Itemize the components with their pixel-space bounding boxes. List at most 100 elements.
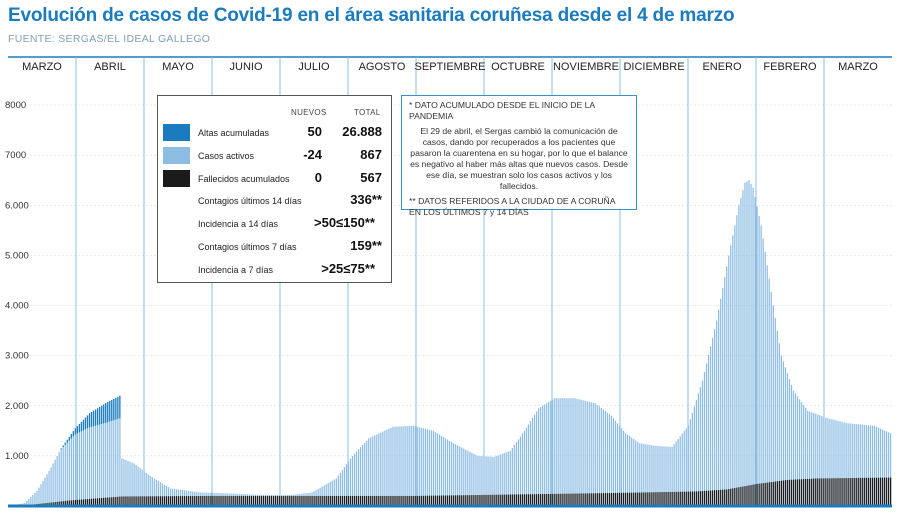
bar-activos <box>430 430 433 506</box>
bar-activos <box>137 466 139 506</box>
bar-fallecidos <box>736 487 738 506</box>
bar-fallecidos <box>264 495 267 506</box>
bar-activos <box>501 453 503 506</box>
bar-fallecidos <box>426 495 428 506</box>
bar-activos <box>109 401 111 506</box>
bar-fallecidos <box>473 495 475 506</box>
bar-activos <box>82 419 85 506</box>
bar-fallecidos <box>244 495 246 506</box>
bar-fallecidos <box>637 492 639 506</box>
bar-fallecidos <box>66 500 68 506</box>
bar-fallecidos <box>349 495 352 506</box>
bar-fallecidos <box>137 496 139 506</box>
bar-fallecidos <box>252 495 255 506</box>
bar-activos <box>821 416 823 506</box>
bar-activos <box>669 446 671 506</box>
bar-fallecidos <box>772 481 774 506</box>
bar-activos <box>325 484 327 506</box>
bar-fallecidos <box>105 497 107 506</box>
bar-activos <box>125 460 127 506</box>
bar-fallecidos <box>378 495 380 506</box>
bar-activos <box>408 426 410 506</box>
y-tick-label: 6.000 <box>5 200 29 211</box>
bar-activos <box>159 482 161 506</box>
bar-activos <box>815 413 817 506</box>
bar-fallecidos <box>52 502 54 506</box>
bar-fallecidos <box>384 495 386 506</box>
bar-fallecidos <box>183 496 186 506</box>
bar-activos <box>97 408 99 506</box>
y-tick-label: 1.000 <box>5 451 29 462</box>
bar-activos <box>359 447 362 506</box>
bar-activos <box>398 426 400 506</box>
bar-fallecidos <box>171 496 174 506</box>
bar-activos <box>594 403 596 506</box>
bar-fallecidos <box>732 488 734 506</box>
bar-fallecidos <box>410 495 412 506</box>
month-label: AGOSTO <box>359 61 406 73</box>
bar-fallecidos <box>509 494 511 506</box>
y-tick-label: 7000 <box>5 150 26 161</box>
bar-fallecidos <box>396 495 398 506</box>
bar-fallecidos <box>125 496 127 506</box>
bar-fallecidos <box>819 478 821 506</box>
bar-activos <box>823 416 825 506</box>
bar-activos <box>497 455 499 506</box>
bar-fallecidos <box>362 495 364 506</box>
note-city: ** DATOS REFERIDOS A LA CIUDAD DE A CORU… <box>409 196 615 217</box>
bar-fallecidos <box>550 493 552 506</box>
bar-fallecidos <box>86 499 89 506</box>
bar-activos <box>584 400 586 506</box>
bar-fallecidos <box>175 496 178 506</box>
bar-activos <box>699 387 702 506</box>
bar-activos <box>422 428 424 506</box>
bar-activos <box>659 446 661 506</box>
bar-activos <box>394 426 396 506</box>
bar-activos <box>811 412 813 506</box>
bar-fallecidos <box>487 494 489 506</box>
bar-activos <box>679 436 681 506</box>
bar-fallecidos <box>289 495 291 506</box>
bar-fallecidos <box>592 493 594 506</box>
bar-fallecidos <box>442 495 445 506</box>
bar-fallecidos <box>750 485 752 506</box>
bar-fallecidos <box>70 500 72 506</box>
bar-activos <box>384 430 386 506</box>
bar-activos <box>645 444 647 506</box>
bar-fallecidos <box>355 495 358 506</box>
bar-fallecidos <box>351 495 354 506</box>
bar-fallecidos <box>618 492 621 506</box>
bar-fallecidos <box>620 492 623 506</box>
bar-fallecidos <box>499 494 501 506</box>
bar-fallecidos <box>147 496 149 506</box>
bar-fallecidos <box>279 495 281 506</box>
bar-activos <box>819 415 821 506</box>
month-label: MAYO <box>162 61 194 73</box>
bar-activos <box>529 421 532 506</box>
bar-activos <box>649 444 651 506</box>
bar-fallecidos <box>687 491 689 506</box>
activos-swatch <box>163 147 190 164</box>
bar-fallecidos <box>250 495 253 506</box>
bar-fallecidos <box>202 496 204 506</box>
bar-activos <box>145 472 147 506</box>
bar-fallecidos <box>90 498 93 506</box>
bar-fallecidos <box>582 493 584 506</box>
bar-activos <box>705 363 708 506</box>
bar-activos <box>576 398 578 506</box>
bar-altas <box>70 434 72 439</box>
bar-fallecidos <box>412 495 414 506</box>
bar-fallecidos <box>131 496 133 506</box>
bar-fallecidos <box>738 487 740 506</box>
bar-fallecidos <box>432 495 435 506</box>
bar-activos <box>62 445 64 506</box>
bar-activos <box>673 444 675 506</box>
bar-altas <box>88 413 91 428</box>
bar-activos <box>428 429 431 506</box>
bar-fallecidos <box>481 494 483 506</box>
bar-fallecidos <box>768 482 770 506</box>
bar-fallecidos <box>875 477 878 506</box>
bar-fallecidos <box>604 493 607 506</box>
bar-fallecidos <box>608 493 611 506</box>
bar-activos <box>772 305 774 506</box>
